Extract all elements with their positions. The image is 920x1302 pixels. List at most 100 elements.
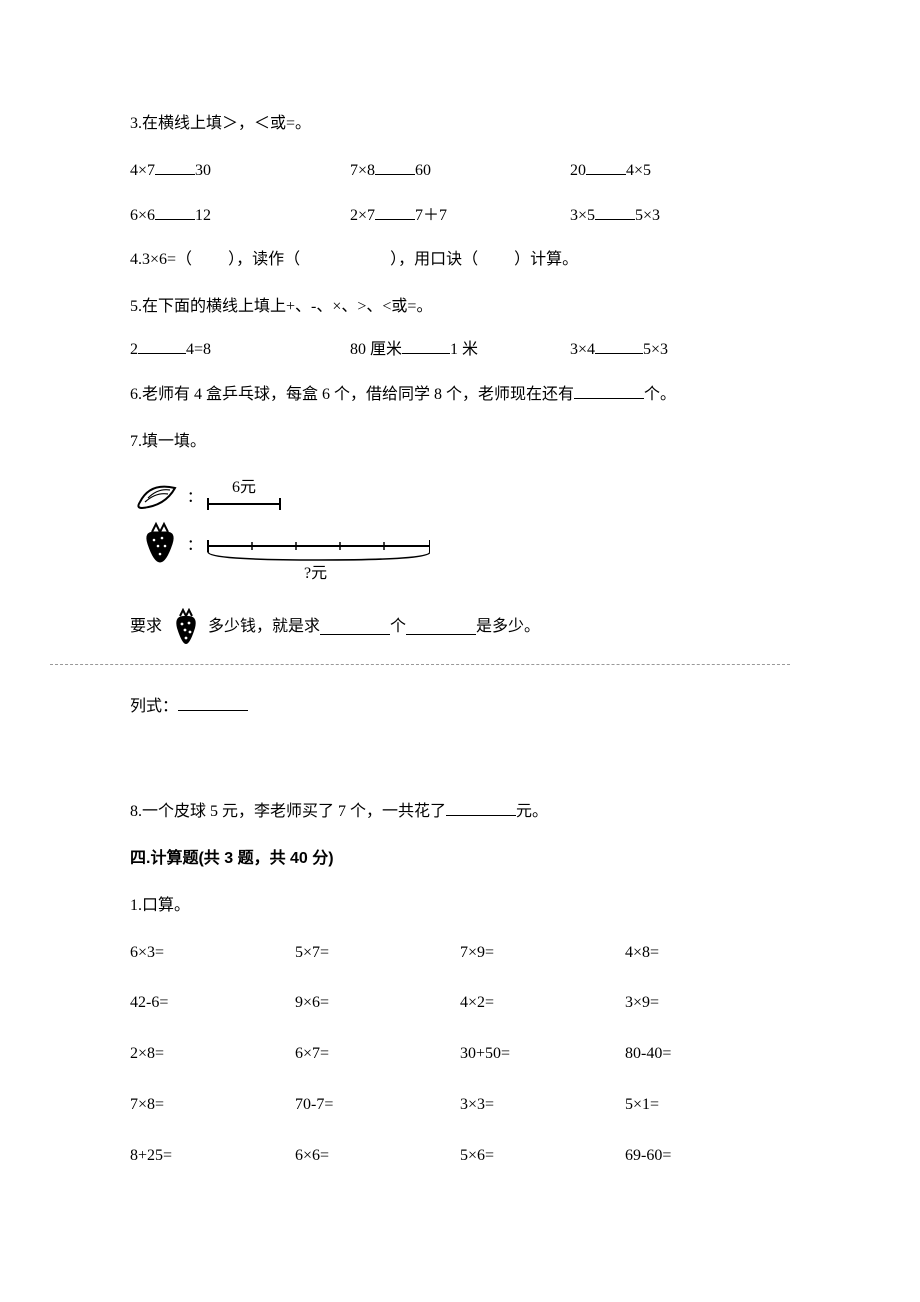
q3-row-1: 4×7 30 7×8 60 20 4×5 [130, 157, 790, 186]
blank[interactable] [375, 159, 415, 175]
banana-price-label: 6元 [232, 479, 256, 496]
blank[interactable] [595, 338, 643, 354]
q7-sentence: 要求 多少钱，就是求 个 是多少。 [130, 608, 790, 646]
fruit-diagram-icon: : 6元 : ?元 [130, 474, 430, 584]
blank[interactable] [402, 338, 450, 354]
calc-cell: 5×6= [460, 1142, 625, 1171]
svg-text::: : [188, 533, 194, 555]
calc-cell: 5×7= [295, 939, 460, 968]
blank[interactable] [375, 204, 415, 220]
blank[interactable] [155, 159, 195, 175]
blank[interactable] [586, 159, 626, 175]
q3-r2-c3-left: 3×5 [570, 207, 595, 224]
blank[interactable] [138, 338, 186, 354]
blank[interactable] [178, 695, 248, 711]
q5-c2-left: 80 厘米 [350, 341, 402, 358]
q6-a: 6.老师有 4 盒乒乓球，每盒 6 个，借给同学 8 个，老师现在还有 [130, 386, 574, 403]
q5-prompt: 5.在下面的横线上填上+、-、×、>、<或=。 [130, 293, 790, 322]
q5-c2-right: 1 米 [450, 341, 478, 358]
q4-a: 4.3×6=（ [130, 251, 192, 268]
strawberry-icon [166, 608, 204, 646]
q5-c1-left: 2 [130, 341, 138, 358]
q5-c3-right: 5×3 [643, 341, 668, 358]
svg-text::: : [188, 485, 194, 507]
section4-q1-prompt: 1.口算。 [130, 892, 790, 921]
q8-line: 8.一个皮球 5 元，李老师买了 7 个，一共花了 元。 [130, 798, 790, 827]
q5-row: 2 4=8 80 厘米 1 米 3×4 5×3 [130, 336, 790, 365]
q4-c: ），用口诀（ [390, 251, 478, 268]
calc-cell: 4×8= [625, 939, 790, 968]
q4-b: ），读作（ [228, 251, 300, 268]
q3-r1-c3-right: 4×5 [626, 162, 651, 179]
calc-cell: 2×8= [130, 1040, 295, 1069]
calc-cell: 80-40= [625, 1040, 790, 1069]
q3-r2-c1: 6×6 12 [130, 202, 350, 231]
calc-cell: 5×1= [625, 1091, 790, 1120]
q3-r1-c1: 4×7 30 [130, 157, 350, 186]
calc-row-3: 2×8= 6×7= 30+50= 80-40= [130, 1040, 790, 1069]
calc-row-5: 8+25= 6×6= 5×6= 69-60= [130, 1142, 790, 1171]
calc-cell: 70-7= [295, 1091, 460, 1120]
q3-r2-c1-right: 12 [195, 207, 211, 224]
q5-c1-right: 4=8 [186, 341, 211, 358]
blank[interactable] [446, 800, 516, 816]
blank[interactable] [406, 619, 476, 635]
calc-cell: 7×8= [130, 1091, 295, 1120]
paren-space[interactable] [300, 251, 390, 268]
q6-b: 个。 [644, 386, 676, 403]
q3-r1-c1-right: 30 [195, 162, 211, 179]
q3-r2-c2-right: 7＋7 [415, 207, 447, 224]
q3-r2-c2-left: 2×7 [350, 207, 375, 224]
q6-line: 6.老师有 4 盒乒乓球，每盒 6 个，借给同学 8 个，老师现在还有 个。 [130, 381, 790, 410]
q3-r2-c3: 3×5 5×3 [570, 202, 790, 231]
q7-d: 是多少。 [476, 613, 540, 642]
q3-r2-c3-right: 5×3 [635, 207, 660, 224]
q5-c1: 2 4=8 [130, 336, 350, 365]
q3-r1-c2-left: 7×8 [350, 162, 375, 179]
blank[interactable] [574, 383, 644, 399]
calc-cell: 42-6= [130, 989, 295, 1018]
q3-r2-c1-left: 6×6 [130, 207, 155, 224]
q3-r1-c2-right: 60 [415, 162, 431, 179]
calc-cell: 6×6= [295, 1142, 460, 1171]
q3-r1-c1-left: 4×7 [130, 162, 155, 179]
q3-r1-c3: 20 4×5 [570, 157, 790, 186]
calc-cell: 69-60= [625, 1142, 790, 1171]
calc-cell: 3×3= [460, 1091, 625, 1120]
calc-cell: 30+50= [460, 1040, 625, 1069]
q3-row-2: 6×6 12 2×7 7＋7 3×5 5×3 [130, 202, 790, 231]
calc-cell: 8+25= [130, 1142, 295, 1171]
q4-d: ）计算。 [514, 251, 578, 268]
q7-c: 个 [390, 613, 406, 642]
q3-prompt: 3.在横线上填＞，＜或=。 [130, 110, 790, 139]
q3-r1-c2: 7×8 60 [350, 157, 570, 186]
q8-b: 元。 [516, 803, 548, 820]
calc-cell: 7×9= [460, 939, 625, 968]
strawberry-price-label: ?元 [304, 565, 327, 582]
calc-grid: 6×3= 5×7= 7×9= 4×8= 42-6= 9×6= 4×2= 3×9=… [130, 939, 790, 1171]
q5-c3: 3×4 5×3 [570, 336, 790, 365]
paren-space[interactable] [192, 251, 228, 268]
calc-row-2: 42-6= 9×6= 4×2= 3×9= [130, 989, 790, 1018]
q3-r2-c2: 2×7 7＋7 [350, 202, 570, 231]
q7-b: 多少钱，就是求 [208, 613, 320, 642]
calc-cell: 3×9= [625, 989, 790, 1018]
q7-a: 要求 [130, 613, 162, 642]
blank[interactable] [155, 204, 195, 220]
q4-line: 4.3×6=（ ），读作（ ），用口诀（ ）计算。 [130, 246, 790, 275]
calc-cell: 4×2= [460, 989, 625, 1018]
q5-c2: 80 厘米 1 米 [350, 336, 570, 365]
q8-a: 8.一个皮球 5 元，李老师买了 7 个，一共花了 [130, 803, 446, 820]
paren-space[interactable] [478, 251, 514, 268]
calc-cell: 9×6= [295, 989, 460, 1018]
q7-diagram: : 6元 : ?元 [130, 474, 790, 584]
calc-cell: 6×7= [295, 1040, 460, 1069]
page-separator [50, 664, 790, 665]
q5-c3-left: 3×4 [570, 341, 595, 358]
blank[interactable] [595, 204, 635, 220]
calc-row-1: 6×3= 5×7= 7×9= 4×8= [130, 939, 790, 968]
q7-prompt: 7.填一填。 [130, 428, 790, 457]
blank[interactable] [320, 619, 390, 635]
q3-r1-c3-left: 20 [570, 162, 586, 179]
calc-row-4: 7×8= 70-7= 3×3= 5×1= [130, 1091, 790, 1120]
